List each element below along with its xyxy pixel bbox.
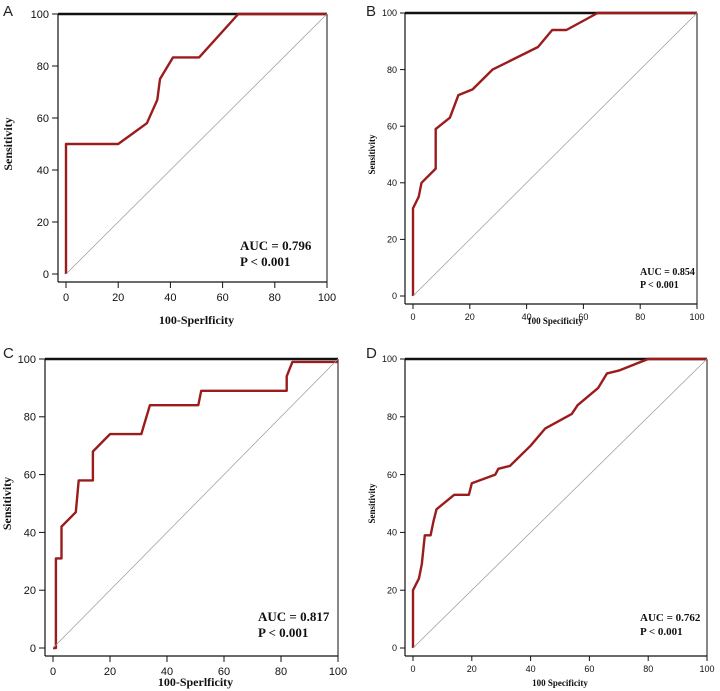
y-tick-label: 60: [387, 470, 397, 480]
y-tick-label: 100: [382, 354, 397, 364]
roc-chart-b: 0 20 40 60 80 100 0 20 40 60 80 100 100 Specificity S…: [367, 8, 705, 326]
x-axis-label: 100-Sperlficity: [158, 675, 233, 689]
x-tick-label: 40: [526, 664, 536, 674]
roc-panel-b: B 0 20 40 60 80 100 0 20 40 60 80 100 100 Specificit…: [365, 0, 720, 333]
auc-annotation: AUC = 0.762: [640, 612, 701, 624]
reference-diagonal-line: [412, 358, 708, 649]
y-tick-label: 100: [382, 8, 397, 18]
x-tick-label: 100: [318, 292, 336, 304]
roc-chart-a: 0 20 40 60 80 100 0 20 40 60 80 100 100-Sperlficity S…: [1, 9, 336, 327]
x-tick-label: 20: [467, 664, 477, 674]
x-axis-label: 100 Specificity: [532, 678, 588, 688]
x-tick-label: 100: [329, 666, 347, 678]
reference-diagonal-line: [412, 12, 698, 297]
x-tick-label: 100: [699, 664, 714, 674]
y-tick-label: 80: [387, 412, 397, 422]
roc-panel-a: A 0 20 40 60 80 100 0 20 40 60 80 100 100-Sperlficit…: [0, 0, 345, 333]
y-tick-label: 60: [37, 113, 49, 125]
x-tick-label: 0: [410, 312, 415, 322]
x-tick-label: 80: [635, 312, 645, 322]
roc-chart-d: 0 20 40 60 80 100 0 20 40 60 80 100 100 Specificity S…: [367, 354, 715, 688]
y-tick-label: 80: [24, 412, 36, 424]
panel-letter-d: D: [366, 345, 377, 362]
roc-panel-d: D 0 20 40 60 80 100 0 20 40 60 80 100 100 Specificit…: [365, 345, 720, 691]
x-axis-label: 100 Specificity: [527, 316, 583, 326]
y-tick-label: 60: [387, 121, 397, 131]
x-tick-label: 60: [218, 666, 230, 678]
auc-annotation: AUC = 0.854: [640, 267, 695, 278]
y-tick-label: 100: [18, 354, 36, 366]
y-axis-label: Sensitivity: [0, 477, 14, 530]
y-tick-label: 80: [387, 65, 397, 75]
roc-curve-line: [411, 11, 697, 296]
p-value-annotation: P < 0.001: [640, 626, 683, 638]
panel-letter-a: A: [3, 3, 14, 20]
y-tick-label: 0: [392, 643, 397, 653]
y-tick-label: 0: [43, 269, 49, 281]
x-tick-label: 60: [578, 312, 588, 322]
roc-panel-c: C 0 20 40 60 80 100 0 20 40 60 80 100 100-Sperlficit…: [0, 345, 350, 691]
p-value-annotation: P < 0.001: [258, 625, 308, 640]
y-tick-label: 100: [31, 9, 49, 21]
x-tick-label: 0: [50, 666, 56, 678]
auc-annotation: AUC = 0.817: [258, 609, 330, 624]
y-tick-label: 20: [387, 235, 397, 245]
x-tick-label: 60: [216, 292, 228, 304]
roc-curve-line: [53, 360, 338, 650]
y-tick-label: 40: [37, 165, 49, 177]
panel-letter-b: B: [366, 3, 377, 20]
y-tick-label: 20: [24, 585, 36, 597]
roc-chart-c: 0 20 40 60 80 100 0 20 40 60 80 100 100-Sperlficity S…: [0, 354, 347, 689]
y-axis-label: Sensitivity: [367, 134, 377, 175]
y-tick-label: 40: [24, 527, 36, 539]
y-axis-label: Sensitivity: [367, 483, 377, 524]
p-value-annotation: P < 0.001: [640, 280, 679, 291]
p-value-annotation: P < 0.001: [240, 254, 290, 269]
y-tick-label: 20: [387, 585, 397, 595]
x-tick-label: 100: [689, 312, 704, 322]
y-tick-label: 60: [24, 469, 36, 481]
y-tick-label: 20: [37, 217, 49, 229]
x-tick-label: 80: [269, 292, 281, 304]
x-tick-label: 80: [275, 666, 287, 678]
reference-diagonal-line: [65, 13, 328, 275]
x-tick-label: 60: [584, 664, 594, 674]
x-tick-label: 40: [164, 292, 176, 304]
reference-diagonal-line: [52, 358, 339, 649]
x-tick-label: 0: [410, 664, 415, 674]
x-tick-label: 20: [104, 666, 116, 678]
x-tick-label: 0: [63, 292, 69, 304]
y-tick-label: 0: [30, 643, 36, 655]
y-tick-label: 80: [37, 61, 49, 73]
y-tick-label: 40: [387, 178, 397, 188]
x-tick-label: 40: [161, 666, 173, 678]
roc-curve-line: [64, 12, 327, 274]
x-axis-label: 100-Sperlficity: [159, 313, 234, 327]
x-tick-label: 20: [465, 312, 475, 322]
y-tick-label: 40: [387, 528, 397, 538]
x-tick-label: 40: [522, 312, 532, 322]
y-axis-label: Sensitivity: [1, 117, 15, 170]
x-tick-label: 80: [643, 664, 653, 674]
panel-letter-c: C: [3, 345, 14, 362]
roc-curve-line: [411, 357, 707, 648]
x-tick-label: 20: [112, 292, 124, 304]
y-tick-label: 0: [392, 291, 397, 301]
auc-annotation: AUC = 0.796: [240, 238, 312, 253]
